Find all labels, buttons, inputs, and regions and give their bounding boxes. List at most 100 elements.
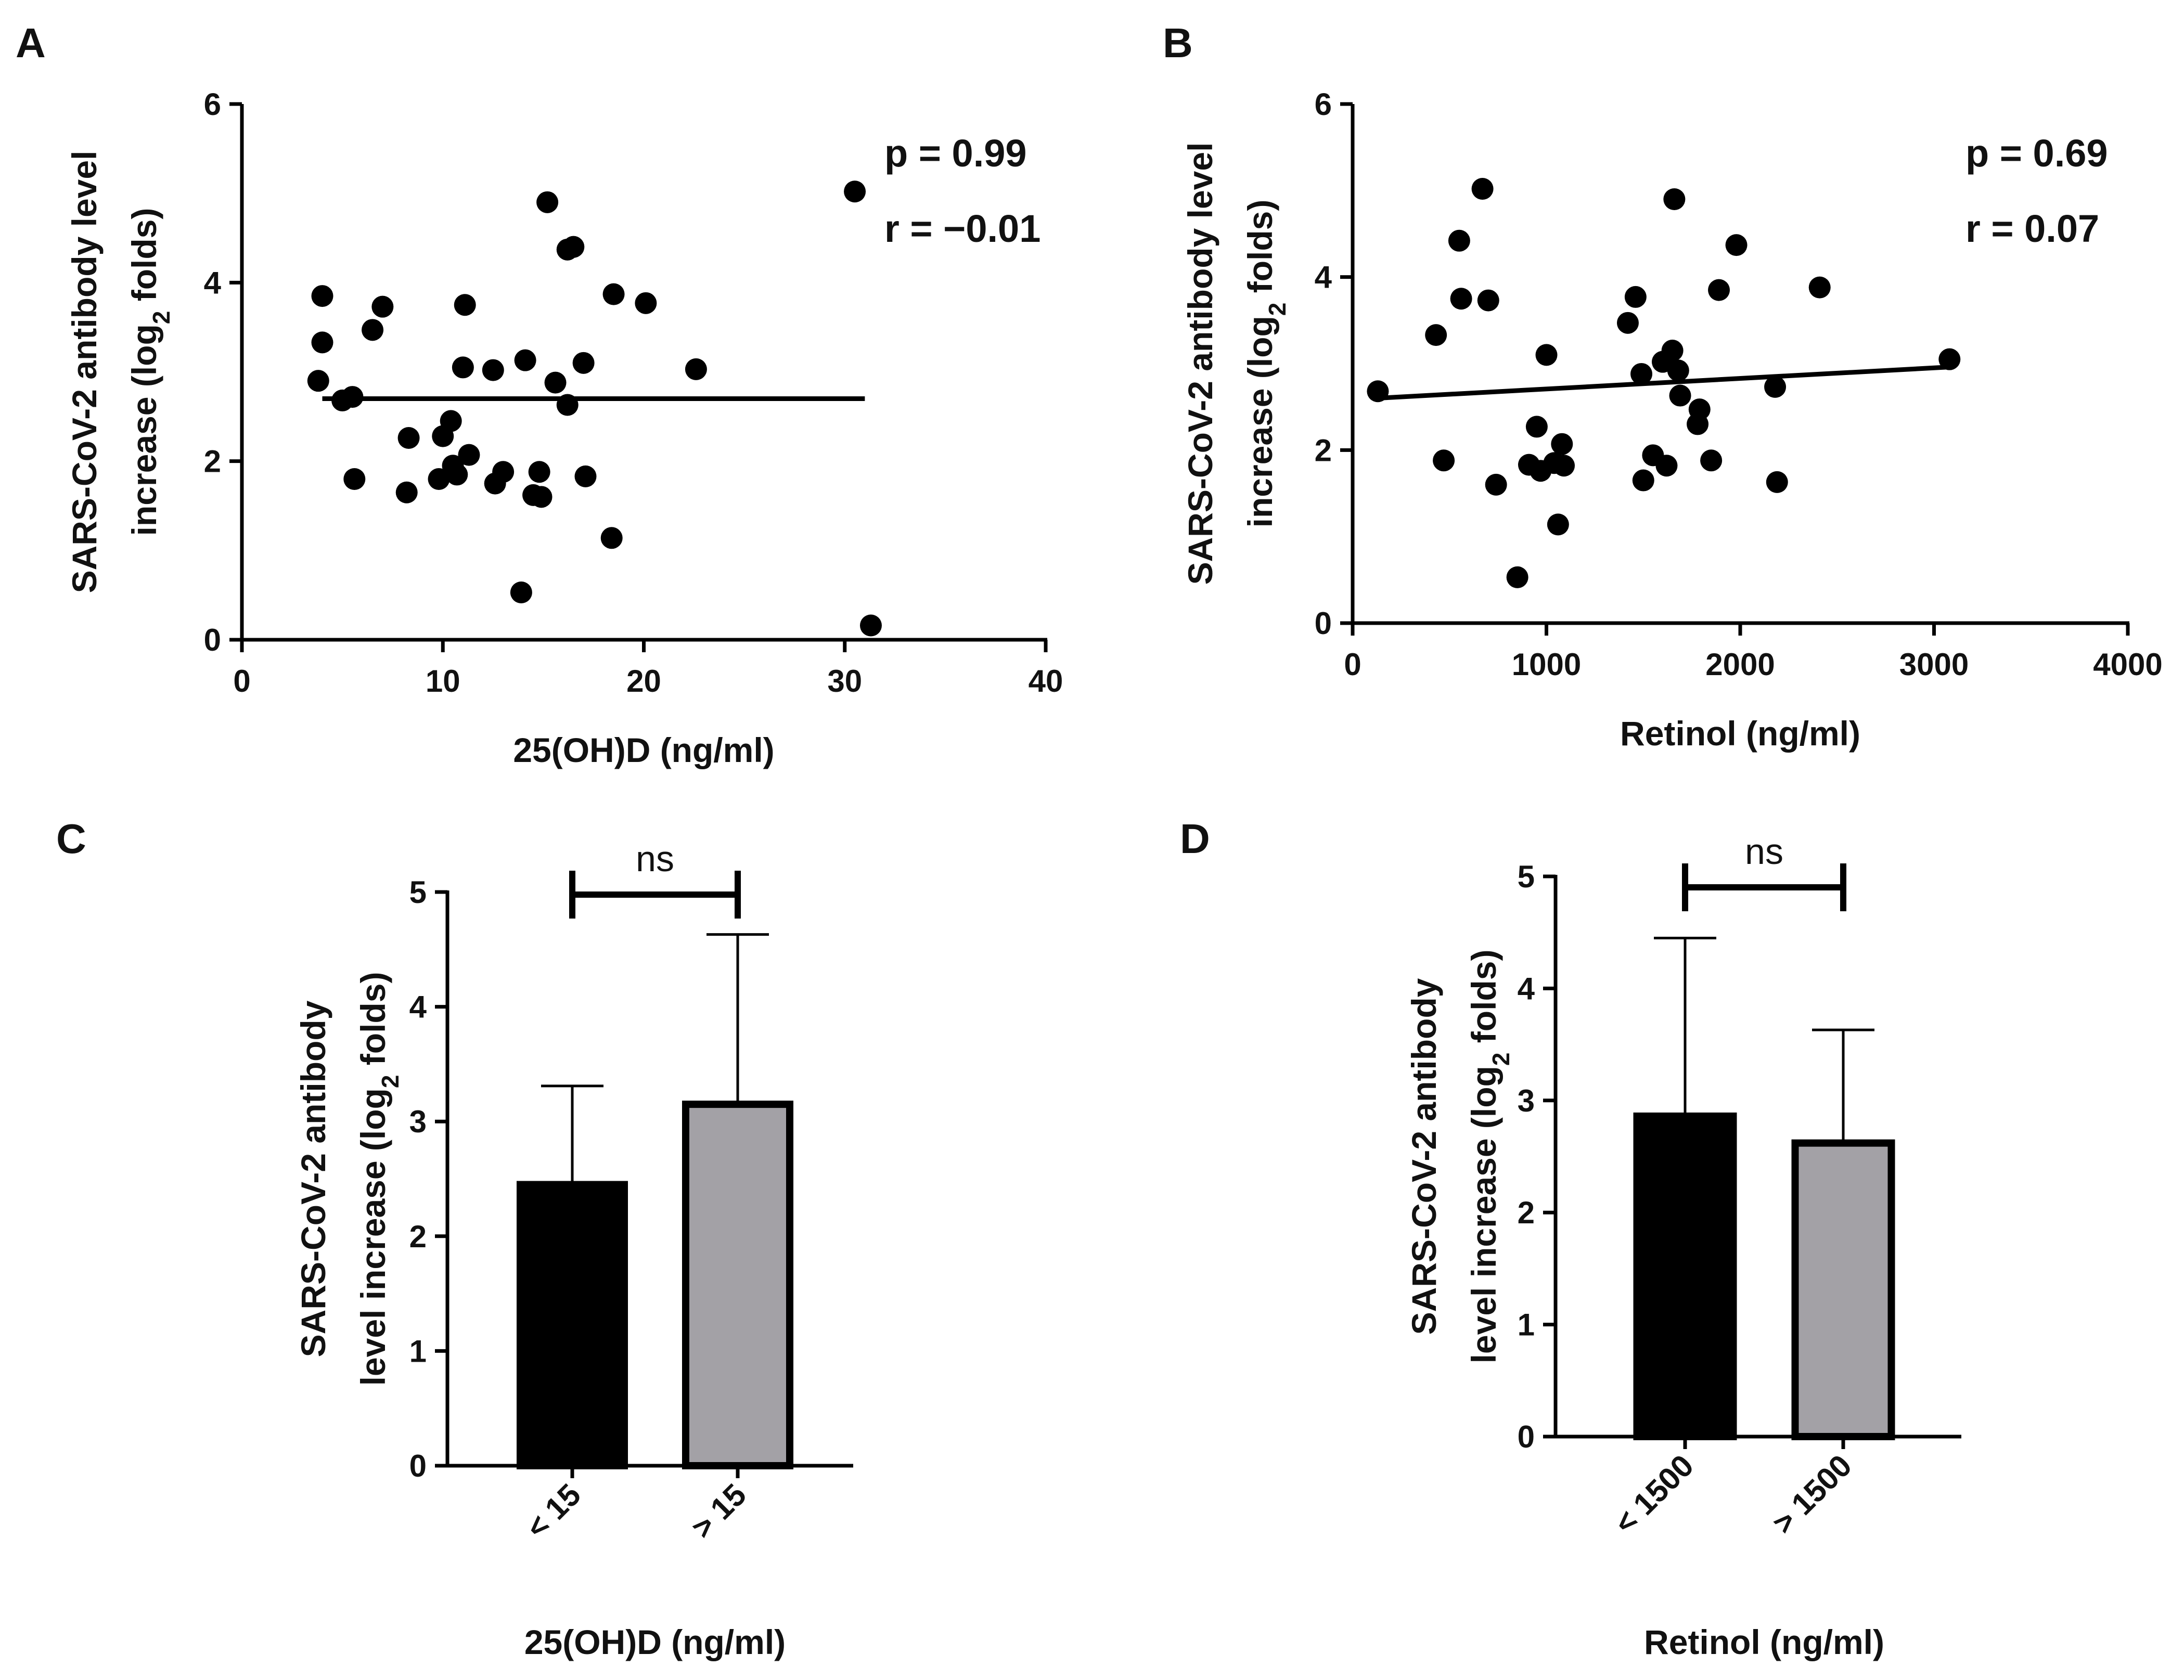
data-point: [1669, 384, 1691, 407]
data-point: [1448, 229, 1470, 252]
data-point: [574, 465, 597, 487]
data-point: [685, 358, 707, 380]
data-point: [1433, 449, 1455, 472]
data-point: [1506, 566, 1528, 588]
y-axis-title-line1: SARS-CoV-2 antibody: [294, 1000, 332, 1357]
y-tick-label: 2: [409, 1219, 427, 1254]
data-point: [371, 295, 394, 318]
panel-letter: C: [56, 816, 86, 862]
y-tick-label: 5: [409, 875, 427, 910]
data-point: [482, 359, 504, 381]
data-point: [510, 581, 532, 604]
significance-label: ns: [1745, 831, 1783, 872]
data-point: [1655, 455, 1678, 477]
x-tick-label: > 1500: [1766, 1448, 1858, 1541]
data-point: [600, 527, 623, 549]
data-point: [1725, 234, 1748, 256]
y-tick-label: 6: [1315, 87, 1332, 122]
panel-letter: B: [1163, 20, 1193, 66]
data-point: [1471, 178, 1494, 200]
data-point: [1624, 286, 1647, 308]
data-point: [1700, 449, 1723, 472]
data-point: [1938, 348, 1961, 370]
y-axis-title: SARS-CoV-2 antibody level increase (log2 …: [65, 151, 175, 593]
y-axis-title-line1: SARS-CoV-2 antibody level: [1181, 143, 1219, 585]
x-tick-label: 0: [1344, 647, 1361, 682]
data-point: [341, 386, 364, 408]
data-point: [562, 236, 585, 258]
data-point: [859, 614, 882, 637]
data-point: [1632, 469, 1654, 492]
data-point: [397, 427, 420, 449]
x-tick-label: 0: [233, 664, 250, 699]
y-tick-label: 0: [1518, 1419, 1535, 1454]
y-axis-title-line2: level increase (log2 folds): [1464, 950, 1514, 1364]
x-axis-title: Retinol (ng/ml): [1620, 714, 1860, 753]
p-value: p = 0.69: [1965, 132, 2108, 175]
data-point: [1708, 279, 1730, 301]
x-tick-label: 1000: [1512, 647, 1581, 682]
data-point: [452, 356, 474, 379]
y-tick-label: 1: [1518, 1308, 1535, 1342]
x-tick-label: 10: [426, 664, 460, 699]
bar: [517, 1181, 628, 1469]
bar: [1633, 1112, 1737, 1441]
data-point: [362, 319, 384, 341]
x-axis-title: 25(OH)D (ng/ml): [513, 731, 774, 769]
data-point: [635, 292, 657, 314]
y-tick-label: 1: [409, 1334, 427, 1368]
y-tick-label: 0: [409, 1449, 427, 1483]
y-tick-label: 4: [204, 265, 222, 300]
data-point: [572, 352, 595, 374]
y-axis-title-line2: increase (log2 folds): [1241, 200, 1291, 528]
data-point: [311, 331, 333, 354]
data-point: [1616, 312, 1639, 334]
significance-label: ns: [636, 838, 674, 879]
y-axis-title: SARS-CoV-2 antibody level increase (log2 …: [1181, 143, 1291, 585]
data-point: [1367, 380, 1389, 403]
data-point: [1551, 433, 1573, 455]
x-axis-title: Retinol (ng/ml): [1644, 1623, 1884, 1661]
panel-letter: A: [16, 20, 46, 66]
data-point: [307, 370, 329, 392]
panel-d: D 0 1 2 3 4 5 < 1500 > 1500 ns Retinol (ng/ml) SARS…: [1180, 816, 1961, 1661]
bar: [682, 1101, 793, 1470]
y-tick-label: 2: [204, 444, 221, 479]
data-point: [1808, 276, 1831, 299]
x-tick-label: > 15: [685, 1477, 753, 1545]
y-axis-title: SARS-CoV-2 antibody level increase (log2 …: [294, 972, 404, 1386]
x-tick-label: 20: [626, 664, 661, 699]
x-axis-title: 25(OH)D (ng/ml): [524, 1623, 786, 1661]
data-point: [395, 481, 418, 503]
y-tick-label: 0: [1315, 606, 1332, 641]
data-point: [556, 394, 579, 416]
data-point: [1661, 340, 1684, 362]
x-tick-label: 40: [1029, 664, 1063, 699]
data-point: [1485, 473, 1507, 496]
data-point: [1667, 359, 1689, 382]
panel-a: A 0 2 4 6 0 10 20 30 40 25(OH)D (ng/ml) SARS-CoV-2 …: [16, 20, 1063, 769]
data-point: [428, 468, 450, 490]
panel-c: C 0 1 2 3 4 5 < 15 > 15 ns 25(OH)D (ng/ml) SARS-CoV…: [56, 816, 853, 1661]
panel-b: B 0 2 4 6 0 1000 2000 3000 4000 Retinol (ng/ml) SAR…: [1163, 20, 2163, 753]
x-tick-label: 30: [827, 664, 862, 699]
y-axis-title-line1: SARS-CoV-2 antibody level: [65, 151, 104, 593]
data-point: [343, 468, 366, 490]
data-point: [544, 371, 567, 394]
y-tick-label: 2: [1518, 1195, 1535, 1230]
y-tick-label: 3: [409, 1104, 427, 1139]
data-point: [446, 463, 468, 486]
y-tick-label: 2: [1315, 433, 1332, 468]
r-value: r = −0.01: [884, 207, 1040, 250]
data-point: [1477, 289, 1499, 312]
data-point: [514, 349, 536, 371]
data-point: [1535, 344, 1558, 366]
data-point: [1766, 471, 1788, 493]
data-point: [528, 461, 550, 483]
data-point: [1764, 376, 1787, 398]
y-tick-label: 4: [1518, 971, 1535, 1006]
y-tick-label: 6: [204, 87, 221, 122]
data-point: [454, 294, 476, 316]
fit-line: [1378, 365, 1950, 401]
